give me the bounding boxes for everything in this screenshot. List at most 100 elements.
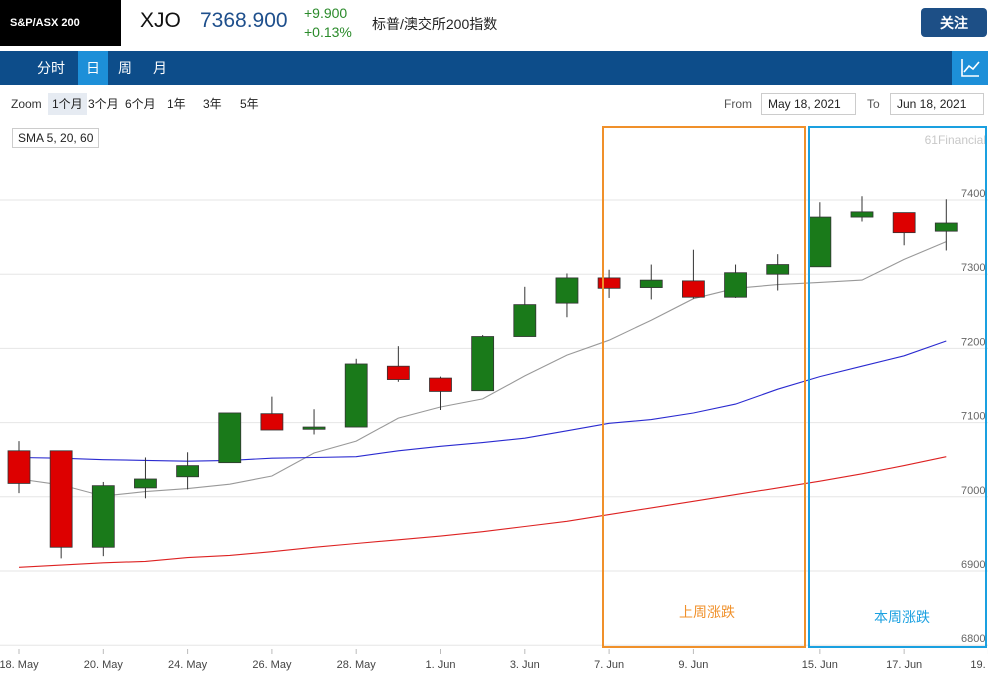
candle: [176, 452, 200, 490]
y-tick-label: 6800: [961, 633, 985, 645]
candle: [134, 457, 157, 499]
candle: [302, 409, 326, 435]
candle-body: [176, 465, 200, 478]
zoom-5y-button[interactable]: 5年: [240, 97, 259, 111]
x-tick-label: 3. Jun: [510, 659, 540, 671]
follow-button[interactable]: 关注: [921, 8, 987, 37]
candle: [386, 346, 410, 382]
tab-daily[interactable]: 日: [78, 51, 108, 85]
candle: [766, 254, 790, 291]
sma-legend: SMA 5, 20, 60: [12, 128, 100, 148]
candle-body: [91, 485, 115, 548]
this-week-highlight-box: [808, 126, 987, 648]
from-label: From: [724, 97, 752, 111]
x-tick-label: 19. Jun: [970, 659, 988, 671]
candle: [724, 264, 747, 298]
last-week-label: 上周涨跌: [679, 604, 735, 620]
sma-line-20: [18, 340, 947, 462]
candle-body: [724, 272, 747, 298]
candle-body: [260, 413, 284, 431]
candle: [639, 264, 663, 300]
candle-body: [850, 211, 874, 218]
candle-body: [639, 279, 663, 288]
x-tick-label: 9. Jun: [678, 659, 708, 671]
change-percent: +0.13%: [304, 24, 352, 40]
zoom-3y-button[interactable]: 3年: [203, 97, 222, 111]
tab-monthly[interactable]: 月: [153, 60, 167, 76]
zoom-row: Zoom 1个月 3个月 6个月 1年 3年 5年 From May 18, 2…: [0, 85, 988, 125]
candle-body: [7, 450, 31, 484]
candlestick-chart: 61Financial 6800 6900 7000 7100 7200 7300 7400…: [0, 126, 988, 671]
x-tick-label: 26. May: [252, 659, 292, 671]
y-axis-labels: 6800 6900 7000 7100 7200 7300 7400: [961, 188, 985, 645]
candle-body: [134, 478, 157, 489]
x-tick-label: 15. Jun: [802, 659, 838, 671]
candle: [471, 335, 495, 392]
quote-header: S&P/ASX 200 XJO 7368.900 +9.900 +0.13% 标…: [0, 0, 988, 46]
candles: [7, 196, 958, 559]
from-date-input[interactable]: May 18, 2021: [761, 93, 856, 115]
x-tick-label: 17. Jun: [886, 659, 922, 671]
zoom-1y-button[interactable]: 1年: [167, 97, 186, 111]
zoom-6m-button[interactable]: 6个月: [125, 97, 156, 111]
candle: [808, 202, 832, 268]
candle: [260, 396, 284, 431]
candle-body: [597, 277, 621, 289]
zoom-label: Zoom: [11, 97, 42, 111]
sma-lines: [18, 241, 947, 568]
candle-body: [555, 277, 579, 304]
candle-body: [344, 363, 368, 428]
candle: [597, 269, 621, 298]
candle-body: [808, 216, 832, 268]
sma-line-5: [18, 241, 947, 497]
x-axis-labels: 18. May 20. May 24. May 26. May 28. May 1. Ju…: [0, 649, 988, 671]
x-tick-label: 28. May: [337, 659, 377, 671]
zoom-3m-button[interactable]: 3个月: [88, 97, 119, 111]
y-tick-label: 7300: [961, 262, 985, 274]
last-price: 7368.900: [200, 9, 288, 32]
candle-body: [218, 412, 242, 464]
candle: [555, 273, 579, 318]
last-week-highlight-box: [602, 126, 806, 648]
this-week-label: 本周涨跌: [874, 609, 930, 625]
candle-body: [49, 450, 73, 548]
candle-body: [934, 222, 958, 232]
y-tick-label: 7400: [961, 188, 985, 200]
brand-logo: S&P/ASX 200: [0, 0, 121, 46]
candle: [7, 441, 31, 494]
y-tick-label: 6900: [961, 559, 985, 571]
candle: [892, 212, 916, 246]
index-description: 标普/澳交所200指数: [372, 16, 498, 32]
candle: [49, 450, 73, 559]
x-tick-label: 20. May: [84, 659, 124, 671]
price-change: +9.900 +0.13%: [304, 4, 352, 42]
y-tick-label: 7200: [961, 336, 985, 348]
zoom-1m-button[interactable]: 1个月: [48, 93, 87, 115]
candle-body: [429, 377, 452, 392]
chart-type-button[interactable]: [952, 51, 988, 85]
line-chart-icon: [961, 59, 980, 77]
candle: [682, 249, 705, 299]
candle: [91, 481, 115, 557]
watermark: 61Financial: [925, 133, 986, 147]
candle-body: [471, 336, 495, 392]
candle-body: [682, 280, 705, 298]
candle: [429, 376, 452, 410]
tab-weekly[interactable]: 周: [118, 60, 132, 76]
to-date-input[interactable]: Jun 18, 2021: [890, 93, 984, 115]
candle-body: [766, 264, 790, 275]
tab-intraday[interactable]: 分时: [37, 60, 65, 76]
x-tick-label: 7. Jun: [594, 659, 624, 671]
to-label: To: [867, 97, 880, 111]
candle-body: [513, 304, 537, 337]
gridlines: [0, 199, 988, 646]
x-tick-label: 1. Jun: [426, 659, 456, 671]
x-tick-label: 24. May: [168, 659, 208, 671]
candle-body: [386, 365, 410, 380]
period-toolbar: 分时 日 周 月: [0, 51, 988, 85]
x-tick-label: 18. May: [0, 659, 39, 671]
candle-body: [892, 212, 916, 234]
sma-line-60: [18, 456, 947, 568]
change-value: +9.900: [304, 5, 348, 21]
